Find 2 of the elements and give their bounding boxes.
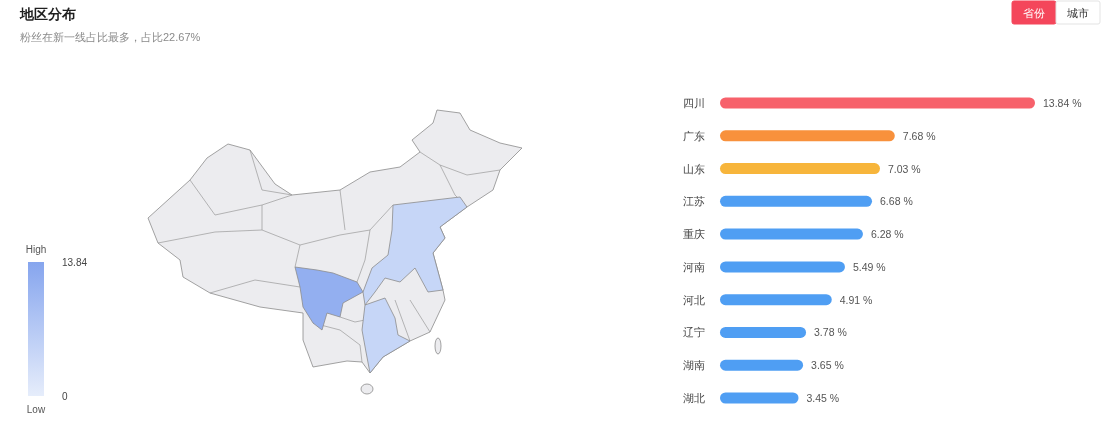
title: 地区分布 bbox=[20, 6, 76, 22]
subtitle: 粉丝在新一线占比最多，占比22.67% bbox=[20, 31, 201, 43]
